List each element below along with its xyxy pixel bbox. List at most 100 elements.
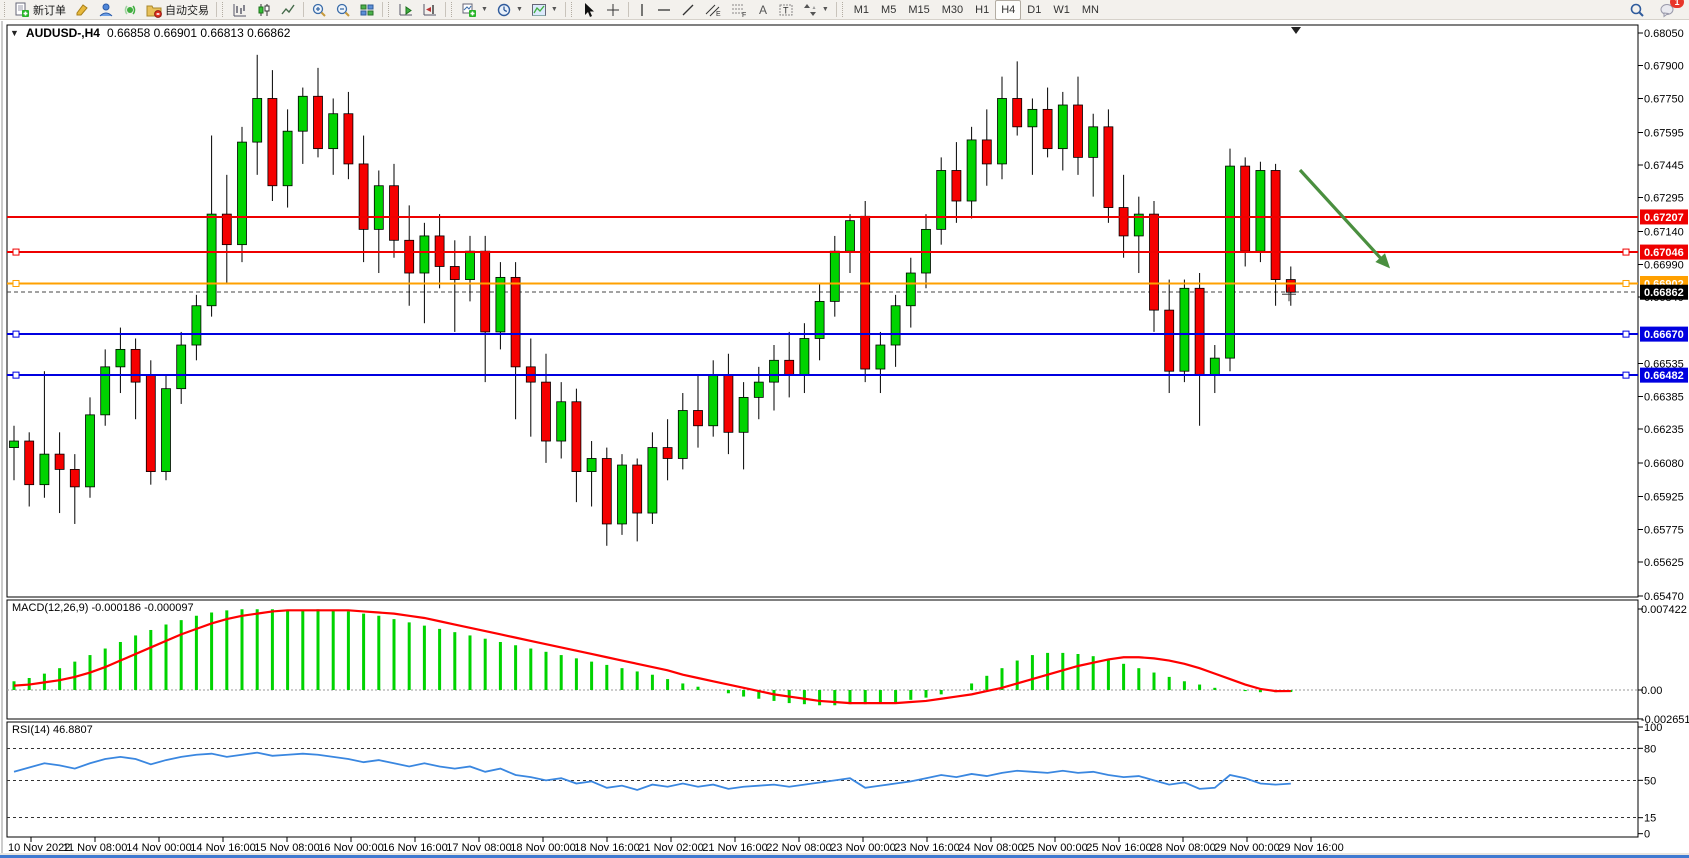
channel-button[interactable]: E <box>700 0 726 20</box>
crosshair-button[interactable] <box>601 0 625 20</box>
candle <box>905 272 916 307</box>
svg-text:0.66990: 0.66990 <box>1644 259 1684 271</box>
separator <box>627 2 629 17</box>
svg-text:0.66080: 0.66080 <box>1644 458 1684 470</box>
candle <box>343 113 354 165</box>
candle <box>997 98 1007 165</box>
chat-bubble-icon <box>1660 3 1674 17</box>
svg-text:0.65775: 0.65775 <box>1644 524 1684 536</box>
window-bottom-edge <box>0 855 1689 858</box>
text-label-button[interactable]: T <box>774 0 798 20</box>
candle <box>1042 108 1053 150</box>
line-handle[interactable] <box>12 330 20 338</box>
timeframe-m1-button[interactable]: M1 <box>853 3 870 16</box>
timeframe-group: M1 M5 M15 M30 H1 H4 D1 W1 MN <box>848 0 1105 20</box>
line-handle[interactable] <box>12 371 20 379</box>
timeframe-m15-button[interactable]: M15 <box>908 3 930 16</box>
separator <box>564 2 566 17</box>
templates-button[interactable]: ▼ <box>527 0 562 20</box>
candle <box>708 375 719 427</box>
timeframe-h4-button[interactable]: H4 <box>995 0 1022 20</box>
signals-button[interactable] <box>118 0 142 20</box>
arrows-button[interactable]: ▼ <box>798 0 833 20</box>
search-button[interactable] <box>1625 0 1649 20</box>
community-button[interactable] <box>94 0 118 20</box>
toolbar-grip[interactable] <box>841 2 846 17</box>
line-handle[interactable] <box>1622 279 1630 287</box>
svg-text:F: F <box>742 12 746 18</box>
toolbar-grip[interactable] <box>570 2 575 17</box>
candle <box>510 276 521 368</box>
candle <box>784 359 795 376</box>
timeframe-d1-button[interactable]: D1 <box>1027 3 1042 16</box>
bar-chart-button[interactable] <box>228 0 252 20</box>
tile-windows-button[interactable] <box>355 0 379 20</box>
candle <box>829 250 840 302</box>
dropdown-caret: ▼ <box>515 6 523 13</box>
chart-wizard-button[interactable] <box>70 0 94 20</box>
candle <box>9 440 19 448</box>
candle <box>890 305 901 346</box>
zoom-in-button[interactable] <box>307 0 331 20</box>
horizontal-line-button[interactable] <box>652 0 676 20</box>
rsi-panel: 100 80 50 15 0 <box>7 722 1662 841</box>
svg-text:0.67046: 0.67046 <box>1644 247 1684 259</box>
rsi-label: RSI(14) 46.8807 <box>12 724 93 736</box>
toolbar-grip[interactable] <box>388 2 392 17</box>
svg-text:16 Nov 00:00: 16 Nov 00:00 <box>318 842 383 854</box>
new-chart-button[interactable]: ▼ <box>457 0 492 20</box>
bar-chart-icon <box>233 3 246 16</box>
notifications-button[interactable]: 1 <box>1655 0 1684 20</box>
line-handle[interactable] <box>1622 371 1630 379</box>
price-flag <box>1640 326 1688 342</box>
dropdown-caret: ▼ <box>821 6 829 13</box>
timeframe-m30-button[interactable]: M30 <box>941 3 964 16</box>
line-handle[interactable] <box>12 279 20 287</box>
chart-shift-button[interactable] <box>418 0 442 20</box>
cursor-button[interactable] <box>577 0 601 20</box>
svg-text:0.67295: 0.67295 <box>1644 193 1684 205</box>
timeframe-w1-button[interactable]: W1 <box>1053 3 1070 16</box>
price-axis[interactable]: 0.68050 0.67900 0.67750 0.67595 0.67445 0.672… <box>1638 28 1688 603</box>
separator <box>835 2 837 17</box>
candle <box>297 95 308 132</box>
collapse-icon[interactable]: ▼ <box>10 28 19 38</box>
new-order-button[interactable]: 新订单 <box>10 0 70 20</box>
candle <box>586 458 597 472</box>
fibonacci-button[interactable]: F <box>726 0 752 20</box>
zoom-out-button[interactable] <box>331 0 355 20</box>
vertical-line-button[interactable] <box>632 0 652 20</box>
toolbar-grip[interactable] <box>4 2 8 17</box>
timeframe-m5-button[interactable]: M5 <box>881 3 897 16</box>
timeframe-h1-button[interactable]: H1 <box>975 3 990 16</box>
candlestick-chart-button[interactable] <box>252 0 276 20</box>
candle <box>693 410 703 427</box>
text-button[interactable]: A <box>752 0 774 20</box>
svg-text:29 Nov 16:00: 29 Nov 16:00 <box>1278 842 1343 854</box>
timeframe-mn-button[interactable]: MN <box>1081 3 1099 16</box>
trendline-icon <box>682 4 694 15</box>
candle <box>389 185 399 241</box>
periods-button[interactable]: ▼ <box>492 0 527 20</box>
line-handle[interactable] <box>1622 248 1630 256</box>
toolbar-grip[interactable] <box>222 2 226 17</box>
svg-text:0.67900: 0.67900 <box>1644 61 1684 73</box>
svg-text:0.66235: 0.66235 <box>1644 424 1684 436</box>
trend-arrow[interactable] <box>1298 168 1391 269</box>
autotrading-icon <box>146 5 162 18</box>
autotrading-label: 自动交易 <box>165 4 209 17</box>
dropdown-caret: ▼ <box>481 6 488 13</box>
autotrading-button[interactable]: 自动交易 <box>142 0 213 20</box>
horizontal-lines[interactable] <box>7 215 1638 379</box>
auto-scroll-button[interactable] <box>394 0 418 20</box>
candle <box>951 170 962 202</box>
trendline-button[interactable] <box>676 0 700 20</box>
candle <box>571 401 582 472</box>
line-handle[interactable] <box>1622 330 1630 338</box>
line-chart-button[interactable] <box>276 0 300 20</box>
line-handle[interactable] <box>12 248 20 256</box>
toolbar-grip[interactable] <box>451 2 455 17</box>
svg-text:0.65625: 0.65625 <box>1644 557 1684 569</box>
